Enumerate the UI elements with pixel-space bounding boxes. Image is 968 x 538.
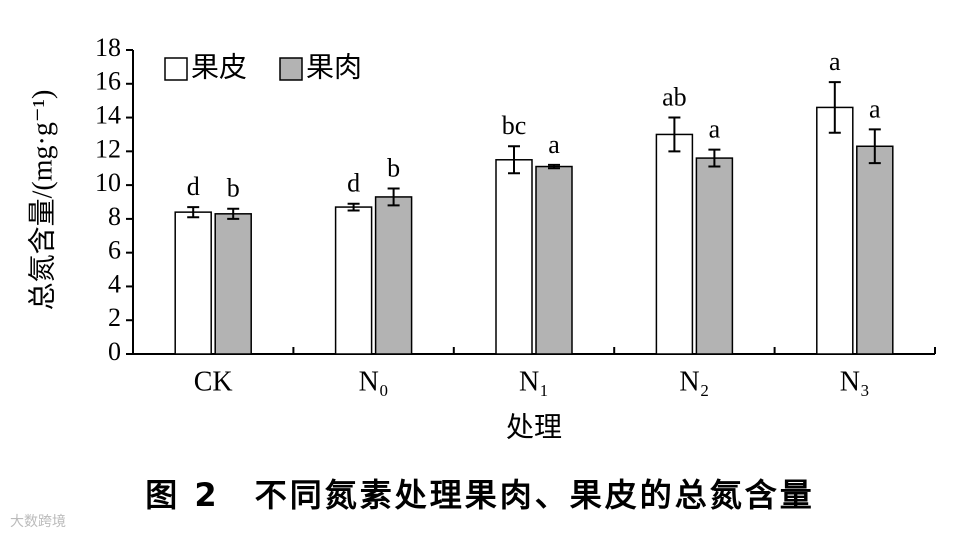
significance-letter: a bbox=[709, 115, 721, 144]
y-tick-label: 2 bbox=[108, 303, 121, 332]
y-tick-label: 14 bbox=[95, 101, 121, 130]
y-tick-label: 12 bbox=[95, 134, 121, 163]
error-bar bbox=[508, 145, 520, 175]
significance-letter: a bbox=[829, 47, 841, 76]
y-tick-label: 10 bbox=[95, 168, 121, 197]
significance-letter: a bbox=[548, 130, 560, 159]
bar bbox=[495, 159, 533, 355]
y-tick-label: 18 bbox=[95, 33, 121, 62]
error-bar bbox=[548, 163, 560, 170]
significance-letter: bc bbox=[502, 111, 527, 140]
y-tick-label: 4 bbox=[108, 269, 121, 298]
error-bar bbox=[828, 81, 841, 134]
significance-letter: b bbox=[387, 153, 400, 182]
legend-label: 果皮 bbox=[191, 51, 247, 83]
significance-letter: d bbox=[187, 172, 200, 201]
bar bbox=[695, 157, 734, 355]
bar bbox=[174, 211, 212, 355]
legend-swatch bbox=[279, 57, 303, 81]
error-bar bbox=[708, 148, 721, 168]
y-tick-label: 16 bbox=[95, 67, 121, 96]
error-bar bbox=[668, 116, 681, 153]
bar bbox=[374, 196, 413, 355]
x-tick-label: N₀ bbox=[359, 366, 389, 397]
legend-swatch bbox=[164, 57, 188, 81]
bar bbox=[334, 206, 373, 355]
bar bbox=[214, 213, 252, 355]
x-tick-label: N₂ bbox=[679, 366, 709, 397]
y-axis-label: 总氮含量/(mg·g⁻¹) bbox=[26, 90, 58, 311]
watermark: 大数跨境 bbox=[10, 514, 66, 530]
significance-letter: a bbox=[869, 94, 881, 123]
x-axis-label: 处理 bbox=[506, 411, 562, 443]
y-tick-label: 0 bbox=[108, 337, 121, 366]
bar bbox=[856, 145, 894, 355]
significance-letter: b bbox=[227, 174, 240, 203]
significance-letter: d bbox=[347, 169, 360, 198]
error-bar bbox=[387, 187, 400, 207]
x-tick-label: N₃ bbox=[840, 366, 870, 397]
y-tick-label: 6 bbox=[108, 236, 121, 265]
y-tick-label: 8 bbox=[108, 202, 121, 231]
x-tick-label: N₁ bbox=[519, 366, 549, 397]
bar bbox=[535, 165, 573, 355]
significance-letter: ab bbox=[662, 83, 687, 112]
error-bar bbox=[868, 128, 881, 165]
error-bar bbox=[187, 206, 200, 219]
bar bbox=[816, 106, 854, 355]
error-bar bbox=[227, 207, 240, 220]
bar bbox=[655, 133, 694, 355]
x-tick-label: CK bbox=[194, 366, 233, 397]
error-bar bbox=[347, 202, 360, 212]
caption: 图 2 不同氮素处理果肉、果皮的总氮含量 bbox=[145, 476, 814, 514]
legend-label: 果肉 bbox=[306, 51, 362, 83]
